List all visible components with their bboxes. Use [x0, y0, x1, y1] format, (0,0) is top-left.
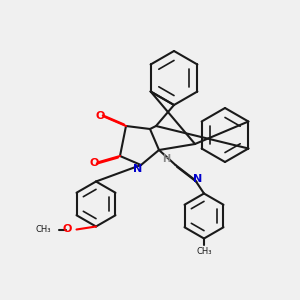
Text: O: O	[96, 110, 105, 121]
Text: N: N	[134, 164, 142, 175]
Text: N: N	[194, 173, 202, 184]
Text: O: O	[90, 158, 99, 169]
Text: CH₃: CH₃	[35, 225, 51, 234]
Text: H: H	[162, 154, 171, 164]
Text: CH₃: CH₃	[196, 248, 212, 256]
Text: O: O	[63, 224, 72, 235]
